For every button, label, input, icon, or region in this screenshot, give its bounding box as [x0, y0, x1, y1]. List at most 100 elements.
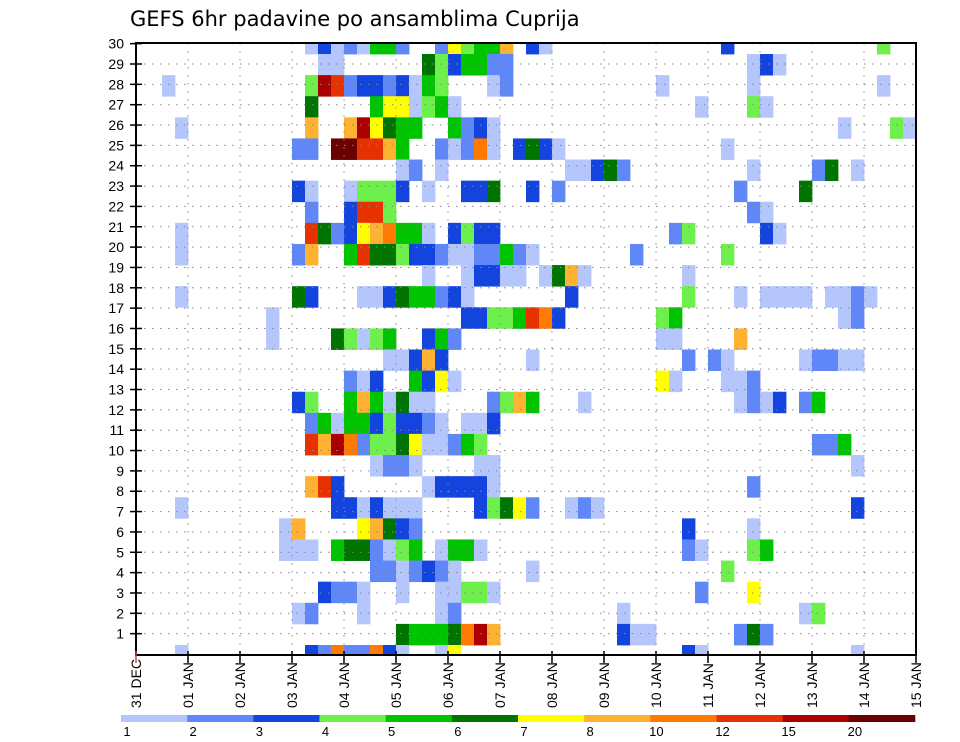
heatmap-cell [344, 117, 358, 139]
heatmap-cell [357, 433, 371, 456]
heatmap-cell [448, 243, 462, 266]
x-tick-label: 02 JAN [232, 662, 248, 708]
heatmap-cell [669, 307, 683, 329]
heatmap-cell [565, 286, 579, 308]
heatmap-cell [838, 307, 852, 329]
y-tick-label: 19 [108, 259, 124, 275]
y-tick-label: 28 [108, 76, 124, 92]
heatmap-cell [474, 539, 488, 561]
heatmap-cell [331, 645, 345, 656]
x-tick-label: 04 JAN [336, 662, 352, 708]
heatmap-cell [409, 159, 423, 182]
heatmap-cell [422, 286, 436, 308]
heatmap-cell [461, 286, 475, 308]
heatmap-cell [383, 43, 397, 55]
heatmap-cell [422, 328, 436, 350]
heatmap-cell [383, 391, 397, 414]
heatmap-cell [370, 222, 384, 245]
colorbar-label: 15 [781, 724, 795, 739]
heatmap-cell [448, 222, 462, 245]
heatmap-cell [656, 75, 670, 97]
heatmap-cell [292, 391, 306, 414]
heatmap-cell [305, 43, 319, 55]
heatmap-cell [812, 602, 826, 625]
heatmap-cell [552, 307, 566, 329]
heatmap-cell [500, 307, 514, 329]
heatmap-cell [175, 645, 189, 656]
heatmap-cell [747, 539, 761, 561]
heatmap-cell [370, 328, 384, 350]
heatmap-cell [812, 433, 826, 456]
heatmap-cell [630, 243, 644, 266]
heatmap-cell [760, 96, 774, 118]
heatmap-cell [747, 476, 761, 498]
heatmap-cell [279, 539, 293, 561]
heatmap-cell [682, 518, 696, 540]
heatmap-cell [344, 539, 358, 561]
heatmap-cell [357, 117, 371, 139]
heatmap-cell [357, 138, 371, 160]
heatmap-cell [513, 243, 527, 266]
heatmap-cell [461, 307, 475, 329]
colorbar-label: 7 [520, 724, 527, 739]
heatmap-cell [305, 602, 319, 625]
heatmap-cell [526, 497, 540, 519]
heatmap-cell [435, 286, 449, 308]
heatmap-cell [773, 391, 787, 414]
heatmap-cell [318, 433, 332, 456]
colorbar-segment [451, 715, 519, 722]
heatmap-cell [565, 265, 579, 287]
heatmap-cell [370, 539, 384, 561]
heatmap-cell [383, 243, 397, 266]
heatmap-cell [435, 96, 449, 118]
heatmap-cell [396, 349, 410, 372]
heatmap-cell [760, 539, 774, 561]
heatmap-cell [513, 265, 527, 287]
heatmap-cell [747, 75, 761, 97]
heatmap-cell [513, 497, 527, 519]
heatmap-cell [851, 349, 865, 372]
heatmap-cell [266, 328, 280, 350]
heatmap-cell [682, 222, 696, 245]
y-tick-label: 7 [116, 504, 124, 520]
heatmap-cell [461, 265, 475, 287]
heatmap-cell [669, 328, 683, 350]
heatmap-cell [396, 96, 410, 118]
heatmap-cell [383, 96, 397, 118]
heatmap-cell [838, 286, 852, 308]
heatmap-cell [435, 602, 449, 625]
heatmap-cell [747, 201, 761, 224]
heatmap-cell [305, 222, 319, 245]
heatmap-cell [344, 645, 358, 656]
y-tick-label: 14 [108, 361, 124, 377]
y-tick-label: 26 [108, 117, 124, 133]
heatmap-cell [487, 54, 501, 76]
heatmap-cell [552, 180, 566, 203]
y-tick-label: 22 [108, 198, 124, 214]
heatmap-cell [747, 581, 761, 604]
heatmap-cell [747, 96, 761, 118]
heatmap-cell [370, 560, 384, 583]
heatmap-cell [448, 476, 462, 498]
heatmap-cell [500, 265, 514, 287]
y-tick-label: 20 [108, 239, 124, 255]
heatmap-cell [448, 43, 462, 55]
heatmap-cell [175, 286, 189, 308]
heatmap-cell [175, 222, 189, 245]
chart-title: GEFS 6hr padavine po ansamblima Cuprija [130, 7, 580, 31]
heatmap-cell [383, 222, 397, 245]
heatmap-cell [370, 286, 384, 308]
heatmap-cell [630, 623, 644, 646]
x-axis: 31 DEC 01 JAN 02 JAN 03 JAN 04 JAN 05 JAN 06 J… [128, 651, 924, 708]
heatmap-cell [396, 560, 410, 583]
heatmap-cell [461, 581, 475, 604]
heatmap-cell [721, 43, 735, 55]
heatmap-cell [617, 602, 631, 625]
heatmap-cell [175, 243, 189, 266]
heatmap-cell [487, 412, 501, 435]
heatmap-cell [305, 117, 319, 139]
heatmap-cell [318, 412, 332, 435]
heatmap-cell [422, 476, 436, 498]
heatmap-cell [435, 138, 449, 160]
y-tick-label: 4 [116, 565, 124, 581]
